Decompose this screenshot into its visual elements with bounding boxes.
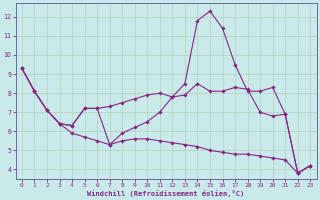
- X-axis label: Windchill (Refroidissement éolien,°C): Windchill (Refroidissement éolien,°C): [87, 190, 245, 197]
